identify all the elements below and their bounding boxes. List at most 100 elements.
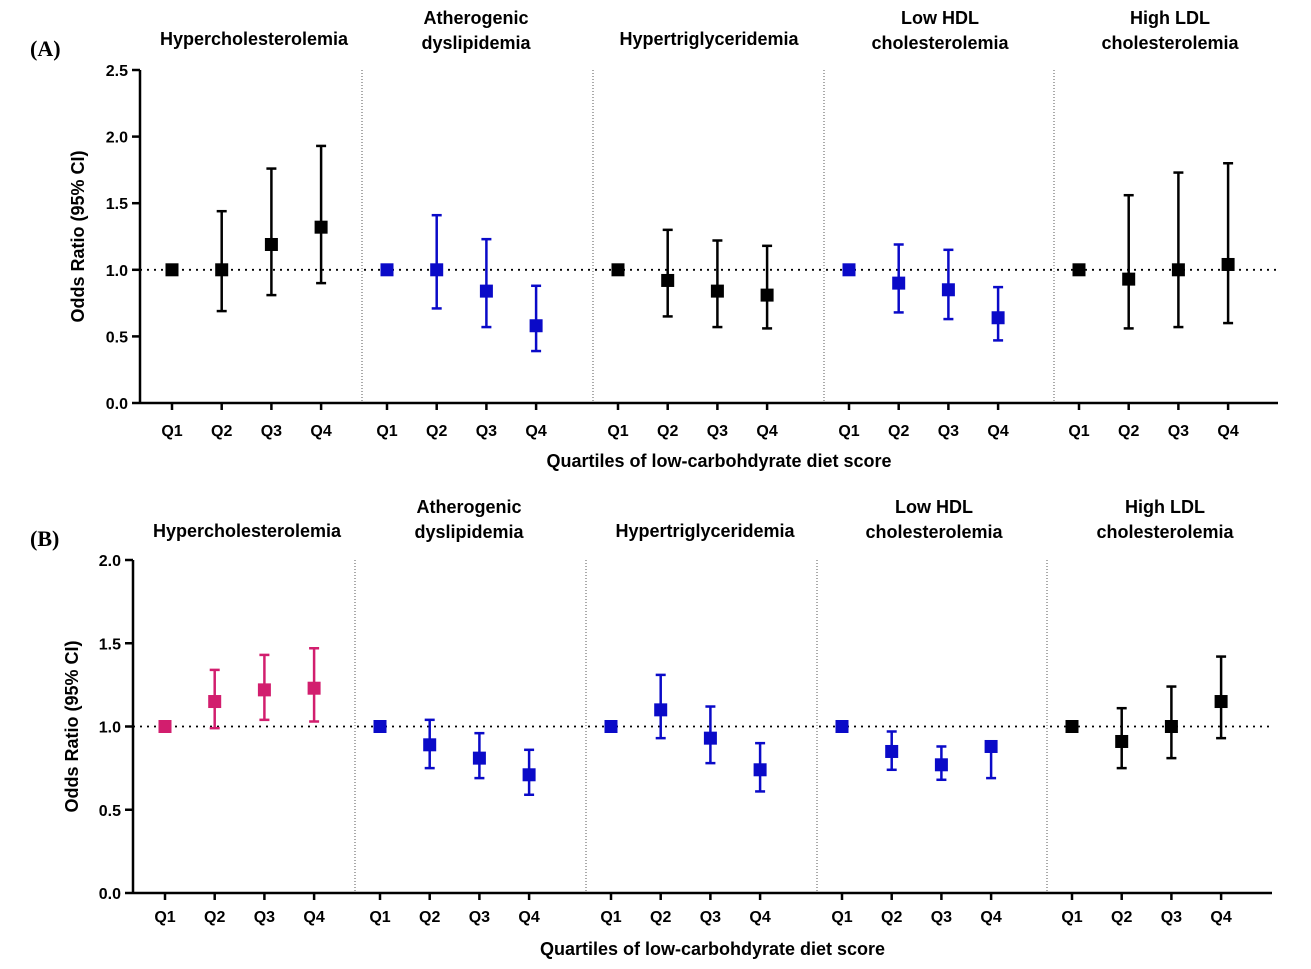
x-tick-label: Q2: [888, 423, 909, 440]
x-tick-label: Q2: [1111, 909, 1132, 926]
odds-ratio-marker: [430, 263, 444, 277]
y-tick-label: 0.0: [99, 886, 121, 903]
x-tick-label: Q2: [204, 909, 225, 926]
odds-ratio-marker: [257, 683, 271, 697]
group-title: cholesterolemia: [1096, 522, 1234, 542]
group-title: dyslipidemia: [414, 522, 524, 542]
odds-ratio-marker: [215, 263, 229, 277]
x-tick-label: Q3: [931, 909, 952, 926]
odds-ratio-marker: [842, 263, 856, 277]
odds-ratio-marker: [264, 237, 278, 251]
y-tick-label: 0.5: [99, 803, 121, 820]
odds-ratio-marker: [208, 695, 222, 709]
odds-ratio-marker: [1221, 257, 1235, 271]
odds-ratio-marker: [307, 681, 321, 695]
x-tick-label: Q4: [303, 909, 324, 926]
x-tick-label: Q1: [1068, 423, 1089, 440]
group-title: Hypercholesterolemia: [160, 29, 349, 49]
x-tick-label: Q3: [1168, 423, 1189, 440]
x-tick-label: Q3: [476, 423, 497, 440]
x-tick-label: Q2: [657, 423, 678, 440]
odds-ratio-marker: [710, 284, 724, 298]
y-tick-label: 2.5: [106, 63, 128, 80]
x-tick-label: Q4: [749, 909, 770, 926]
x-tick-label: Q1: [161, 423, 182, 440]
x-tick-label: Q3: [707, 423, 728, 440]
odds-ratio-marker: [753, 763, 767, 777]
odds-ratio-marker: [611, 263, 625, 277]
panel-label-b: (B): [30, 526, 59, 551]
x-tick-label: Q1: [369, 909, 390, 926]
group-title: High LDL: [1125, 497, 1205, 517]
x-tick-label: Q2: [1118, 423, 1139, 440]
x-tick-label: Q1: [376, 423, 397, 440]
odds-ratio-marker: [1122, 272, 1136, 286]
x-tick-label: Q4: [756, 423, 777, 440]
x-tick-label: Q4: [518, 909, 539, 926]
x-tick-label: Q1: [154, 909, 175, 926]
x-tick-label: Q2: [881, 909, 902, 926]
odds-ratio-marker: [760, 288, 774, 302]
odds-ratio-marker: [1072, 263, 1086, 277]
group-title: Hypertriglyceridemia: [619, 29, 799, 49]
group-title: cholesterolemia: [1101, 33, 1239, 53]
odds-ratio-marker: [654, 703, 668, 717]
odds-ratio-marker: [1065, 720, 1079, 733]
x-tick-label: Q3: [938, 423, 959, 440]
odds-ratio-marker: [1171, 263, 1185, 277]
odds-ratio-marker: [885, 744, 899, 758]
panel-b-plot: 0.0 0.5 1.0 1.5 2.0 Odds Ratio (95% CI) Quarti…: [62, 497, 1272, 959]
panel-label-a: (A): [30, 36, 61, 61]
odds-ratio-marker: [661, 273, 675, 287]
odds-ratio-marker: [522, 768, 536, 782]
x-tick-label: Q4: [980, 909, 1001, 926]
x-tick-label: Q1: [600, 909, 621, 926]
odds-ratio-marker: [380, 263, 394, 277]
y-tick-label: 0.5: [106, 329, 128, 346]
x-tick-label: Q1: [607, 423, 628, 440]
odds-ratio-marker: [835, 720, 849, 733]
x-tick-label: Q4: [525, 423, 546, 440]
odds-ratio-marker: [991, 311, 1005, 325]
group-title: dyslipidemia: [421, 33, 531, 53]
y-tick-label: 2.0: [106, 130, 128, 147]
y-tick-label: 1.0: [99, 720, 121, 737]
panel-a-plot: 0.0 0.5 1.0 1.5 2.0 2.5 Odds Ratio (95% CI) Qua…: [68, 8, 1278, 471]
x-axis-title: Quartiles of low-carbohdyrate diet score: [546, 451, 891, 471]
x-tick-label: Q2: [419, 909, 440, 926]
x-tick-label: Q1: [831, 909, 852, 926]
odds-ratio-marker: [158, 720, 172, 733]
x-tick-label: Q3: [1161, 909, 1182, 926]
y-tick-label: 2.0: [99, 553, 121, 570]
odds-ratio-marker: [1115, 734, 1129, 748]
group-title: Hypertriglyceridemia: [615, 521, 795, 541]
odds-ratio-marker: [165, 263, 179, 277]
x-tick-label: Q1: [838, 423, 859, 440]
x-tick-label: Q2: [426, 423, 447, 440]
group-title: cholesterolemia: [865, 522, 1003, 542]
group-title: Low HDL: [901, 8, 979, 28]
odds-ratio-marker: [1164, 720, 1178, 733]
group-title: High LDL: [1130, 8, 1210, 28]
odds-ratio-marker: [472, 751, 486, 765]
x-tick-label: Q3: [254, 909, 275, 926]
x-tick-label: Q4: [987, 423, 1008, 440]
x-tick-label: Q1: [1061, 909, 1082, 926]
odds-ratio-marker: [373, 720, 387, 733]
x-axis-title: Quartiles of low-carbohdyrate diet score: [540, 939, 885, 959]
group-title: Low HDL: [895, 497, 973, 517]
x-tick-label: Q2: [211, 423, 232, 440]
x-tick-label: Q3: [261, 423, 282, 440]
y-tick-label: 0.0: [106, 396, 128, 413]
group-title: cholesterolemia: [871, 33, 1009, 53]
x-tick-label: Q4: [310, 423, 331, 440]
group-title: Atherogenic: [416, 497, 521, 517]
odds-ratio-marker: [892, 276, 906, 290]
odds-ratio-marker: [941, 283, 955, 297]
odds-ratio-marker: [479, 284, 493, 298]
odds-ratio-marker: [934, 758, 948, 772]
odds-ratio-marker: [423, 738, 437, 752]
group-title: Atherogenic: [423, 8, 528, 28]
y-tick-label: 1.5: [106, 196, 128, 213]
